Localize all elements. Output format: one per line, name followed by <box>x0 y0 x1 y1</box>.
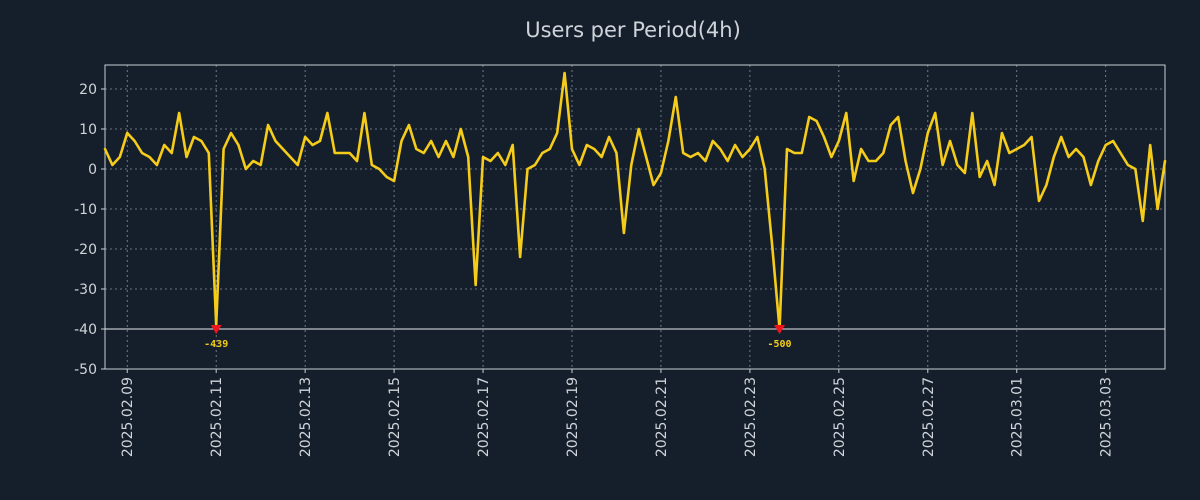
y-tick-label: 0 <box>88 162 97 178</box>
plot-area <box>105 65 1165 369</box>
x-tick-label: 2025.02.21 <box>654 377 670 457</box>
x-tick-label: 2025.02.25 <box>832 377 848 457</box>
x-tick-label: 2025.02.11 <box>209 377 225 457</box>
x-tick-label: 2025.02.19 <box>565 377 581 457</box>
x-tick-label: 2025.02.17 <box>476 377 492 457</box>
annotation-label: -500 <box>767 339 791 350</box>
series-layer <box>105 73 1165 329</box>
x-tick-label: 2025.02.23 <box>743 377 759 457</box>
x-tick-label: 2025.02.13 <box>298 377 314 457</box>
x-tick-label: 2025.03.03 <box>1099 377 1115 457</box>
y-tick-label: -40 <box>74 322 97 338</box>
y-tick-label: -10 <box>74 202 97 218</box>
users-series-line <box>105 73 1165 329</box>
y-tick-label: -50 <box>74 362 97 378</box>
y-tick-label: -30 <box>74 282 97 298</box>
grid-lines <box>105 65 1165 369</box>
chart-title: Users per Period(4h) <box>525 18 741 42</box>
x-tick-label: 2025.03.01 <box>1010 377 1026 457</box>
axis-layer: -50 -40 -30 -20 -10 0 10 20 2025.02.09 2025.02.11… <box>74 82 1115 457</box>
y-tick-label: -20 <box>74 242 97 258</box>
annotation-label: -439 <box>204 339 228 350</box>
y-tick-label: 20 <box>79 82 97 98</box>
line-chart: Users per Period(4h) -439 -500 -50-40-30-… <box>0 0 1200 500</box>
y-tick-label: 10 <box>79 122 97 138</box>
x-tick-label: 2025.02.09 <box>120 377 136 457</box>
x-tick-label: 2025.02.27 <box>921 377 937 457</box>
x-tick-label: 2025.02.15 <box>387 377 403 457</box>
chart-container: Users per Period(4h) -439 -500 -50 -40 -30-… <box>0 0 1200 500</box>
